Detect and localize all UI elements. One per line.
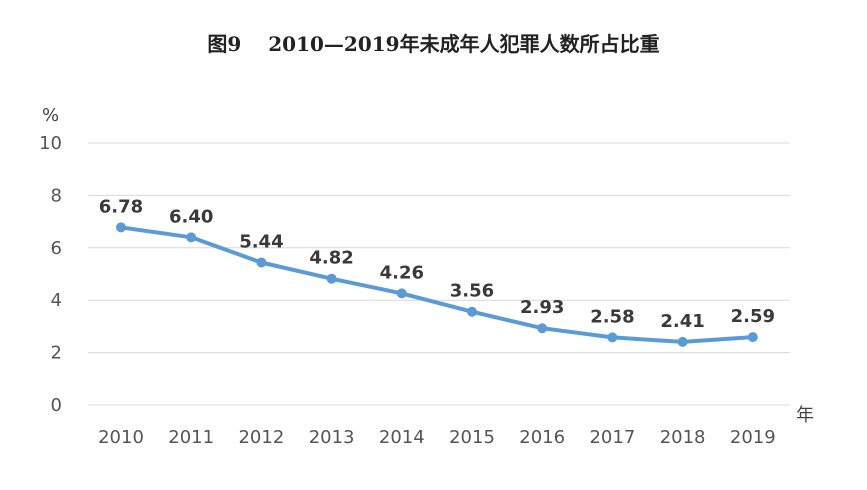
- x-tick-label: 2019: [730, 427, 776, 448]
- chart-title: 图9 2010—2019年未成年人犯罪人数所占比重: [207, 32, 660, 56]
- y-tick-label: 6: [51, 238, 62, 259]
- data-point: [256, 257, 267, 268]
- x-axis-unit: 年: [796, 405, 814, 426]
- x-tick-label: 2010: [98, 427, 144, 448]
- data-label: 4.82: [309, 248, 353, 269]
- y-tick-label: 2: [51, 343, 62, 364]
- data-point: [747, 332, 758, 343]
- x-tick-label: 2018: [660, 427, 706, 448]
- data-point: [396, 288, 407, 299]
- x-tick-label: 2014: [379, 427, 425, 448]
- x-tick-label: 2015: [449, 427, 495, 448]
- data-point: [537, 323, 548, 334]
- data-point: [467, 306, 477, 317]
- data-label: 2.59: [731, 306, 775, 327]
- data-point: [677, 336, 688, 347]
- data-label: 2.41: [660, 311, 704, 332]
- data-label: 4.26: [380, 262, 424, 283]
- series-line: [119, 225, 755, 344]
- x-tick-label: 2011: [168, 427, 214, 448]
- data-point: [116, 222, 126, 233]
- data-label: 6.40: [169, 206, 213, 227]
- y-tick-label: 0: [51, 395, 62, 416]
- x-tick-label: 2012: [238, 427, 284, 448]
- data-label: 3.56: [450, 281, 494, 302]
- data-point: [186, 232, 197, 243]
- y-axis-unit: %: [42, 105, 59, 126]
- y-tick-label: 10: [39, 133, 62, 154]
- data-label: 2.58: [590, 306, 634, 327]
- x-tick-label: 2016: [519, 427, 565, 448]
- x-tick-label: 2017: [589, 427, 635, 448]
- x-tick-label: 2013: [309, 427, 355, 448]
- data-label: 2.93: [520, 297, 564, 318]
- data-label: 5.44: [239, 231, 283, 252]
- y-tick-label: 4: [51, 290, 62, 311]
- data-label: 6.78: [99, 196, 143, 217]
- y-tick-label: 8: [51, 185, 62, 206]
- data-point: [326, 273, 337, 284]
- data-point: [607, 332, 618, 343]
